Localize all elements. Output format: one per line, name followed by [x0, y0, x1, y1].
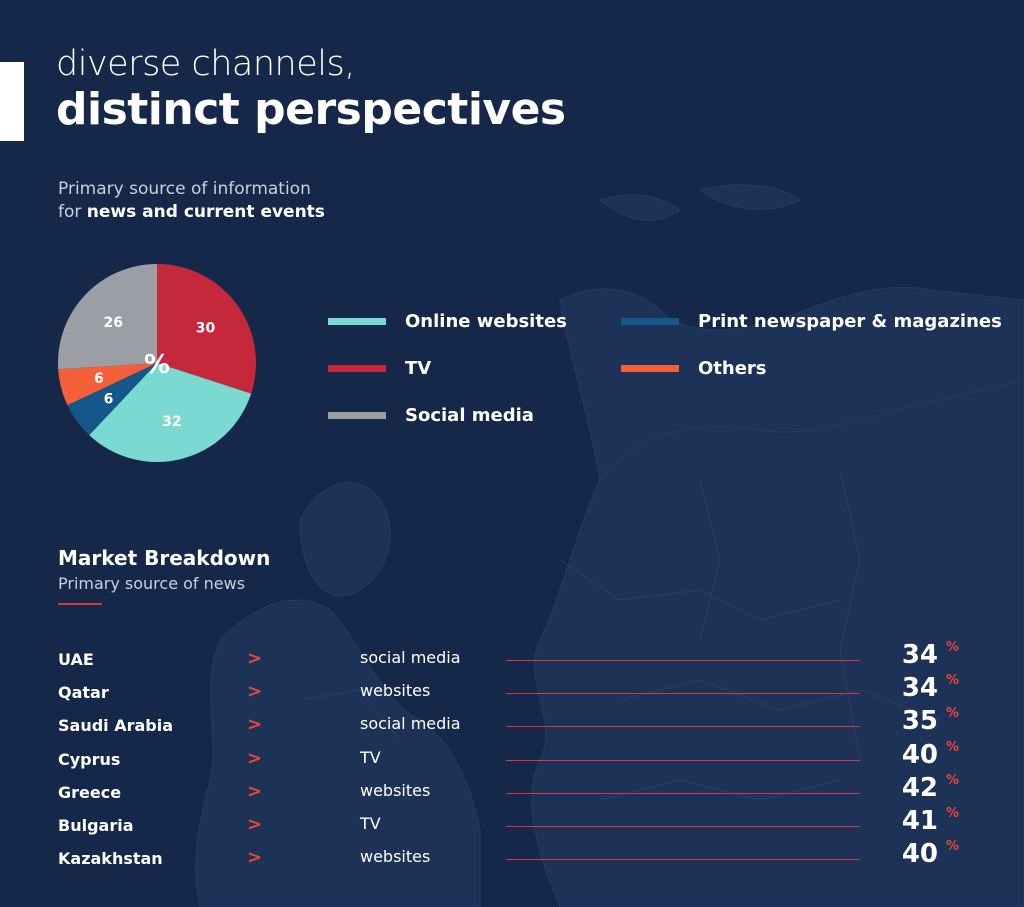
- row-value: 35: [901, 706, 938, 737]
- pie-data-label: 30: [196, 321, 216, 337]
- legend-item-others: Others: [621, 356, 767, 380]
- page-title-line1: diverse channels,: [56, 44, 355, 84]
- row-source: websites: [360, 681, 431, 701]
- row-value: 41: [901, 806, 938, 836]
- row-percent-sign: %: [946, 839, 960, 855]
- row-value: 34: [901, 673, 938, 704]
- pie-slice-print-newspaper-magazines: [67, 363, 157, 436]
- legend-item-social-media: Social media: [328, 403, 534, 427]
- row-country: Bulgaria: [58, 816, 134, 835]
- row-percent-sign: %: [946, 739, 960, 755]
- row-percent-sign: %: [946, 640, 960, 655]
- legend-item-print-newspaper-magazines: Print newspaper & magazines: [621, 309, 1002, 333]
- legend-swatch: [328, 364, 386, 372]
- row-source: social media: [360, 648, 461, 667]
- pie-chart: 30 32 6 6 26 %: [56, 262, 258, 464]
- legend-swatch: [328, 411, 386, 419]
- row-country: Cyprus: [58, 749, 121, 769]
- chevron-right-icon: >: [247, 747, 263, 769]
- row-source: social media: [360, 714, 461, 734]
- page-title-line2: distinct perspectives: [56, 84, 566, 135]
- pie-slice-online-websites: [89, 363, 252, 462]
- chevron-right-icon: >: [247, 780, 263, 802]
- legend-item-online-websites: Online websites: [328, 309, 567, 333]
- row-leader-line: [506, 826, 860, 827]
- legend-label: Others: [698, 357, 767, 379]
- pie-subtitle: Primary source of information for news a…: [58, 178, 325, 224]
- pie-subtitle-line2: for news and current events: [58, 201, 325, 224]
- table-row: Greece > websites 42%: [0, 773, 1024, 809]
- pie-data-label: 6: [104, 391, 114, 407]
- row-leader-line: [506, 859, 860, 861]
- pie-subtitle-line2-prefix: for: [58, 202, 87, 222]
- row-percent-sign: %: [946, 806, 960, 821]
- chevron-right-icon: >: [247, 847, 263, 869]
- row-country: Saudi Arabia: [58, 716, 174, 736]
- table-row: Kazakhstan > websites 40%: [0, 839, 1024, 875]
- row-percent-sign: %: [946, 706, 960, 722]
- row-percent-sign: %: [946, 673, 960, 689]
- pie-data-label: 26: [104, 315, 123, 331]
- pie-data-label: 6: [94, 371, 104, 387]
- market-breakdown-subtitle: Primary source of news: [58, 574, 246, 593]
- legend-label: Print newspaper & magazines: [698, 310, 1002, 332]
- row-leader-line: [506, 726, 860, 728]
- pie-chart-svg: 30 32 66 26 %: [58, 264, 256, 462]
- legend-swatch: [621, 317, 679, 325]
- market-breakdown-title: Market Breakdown: [58, 546, 271, 570]
- pie-slice-tv: [157, 264, 256, 394]
- table-row: Saudi Arabia > social media 35%: [0, 706, 1024, 742]
- legend-label: Online websites: [405, 310, 567, 332]
- table-row: Cyprus > TV 40%: [0, 740, 1024, 776]
- row-country: Greece: [58, 782, 122, 802]
- row-value: 40: [901, 739, 938, 770]
- pie-subtitle-line2-bold: news and current events: [86, 202, 325, 222]
- row-source: websites: [360, 847, 431, 867]
- row-source: websites: [360, 780, 431, 800]
- row-country: Kazakhstan: [58, 849, 163, 869]
- pie-slice-social-media: [58, 264, 157, 370]
- pie-center-label: %: [144, 350, 170, 380]
- row-source: TV: [360, 747, 381, 767]
- chevron-right-icon: >: [247, 714, 263, 736]
- market-breakdown-rule: [58, 603, 102, 605]
- table-row: UAE > social media 34%: [0, 640, 1024, 676]
- row-percent-sign: %: [946, 772, 960, 788]
- table-row: Qatar > websites 34%: [0, 673, 1024, 709]
- row-leader-line: [506, 693, 860, 695]
- title-accent-bar: [0, 62, 24, 141]
- row-leader-line: [506, 792, 860, 794]
- chevron-right-icon: >: [247, 681, 263, 703]
- legend-label: TV: [405, 357, 432, 379]
- pie-slice-others: [58, 363, 157, 406]
- pie-data-label: 32: [162, 414, 181, 430]
- chevron-right-icon: >: [247, 814, 263, 835]
- row-value: 42: [901, 772, 938, 803]
- row-leader-line: [506, 660, 860, 661]
- pie-subtitle-line1: Primary source of information: [58, 179, 311, 199]
- row-country: Qatar: [58, 683, 109, 703]
- table-row: Bulgaria > TV 41%: [0, 806, 1024, 842]
- chevron-right-icon: >: [247, 648, 263, 669]
- legend-swatch: [621, 364, 679, 372]
- legend-item-tv: TV: [328, 356, 431, 380]
- legend-label: Social media: [405, 404, 534, 426]
- row-leader-line: [506, 759, 860, 761]
- row-country: UAE: [58, 650, 94, 669]
- row-source: TV: [360, 814, 381, 833]
- row-value: 34: [901, 640, 938, 670]
- row-value: 40: [901, 839, 938, 870]
- legend-swatch: [328, 317, 386, 325]
